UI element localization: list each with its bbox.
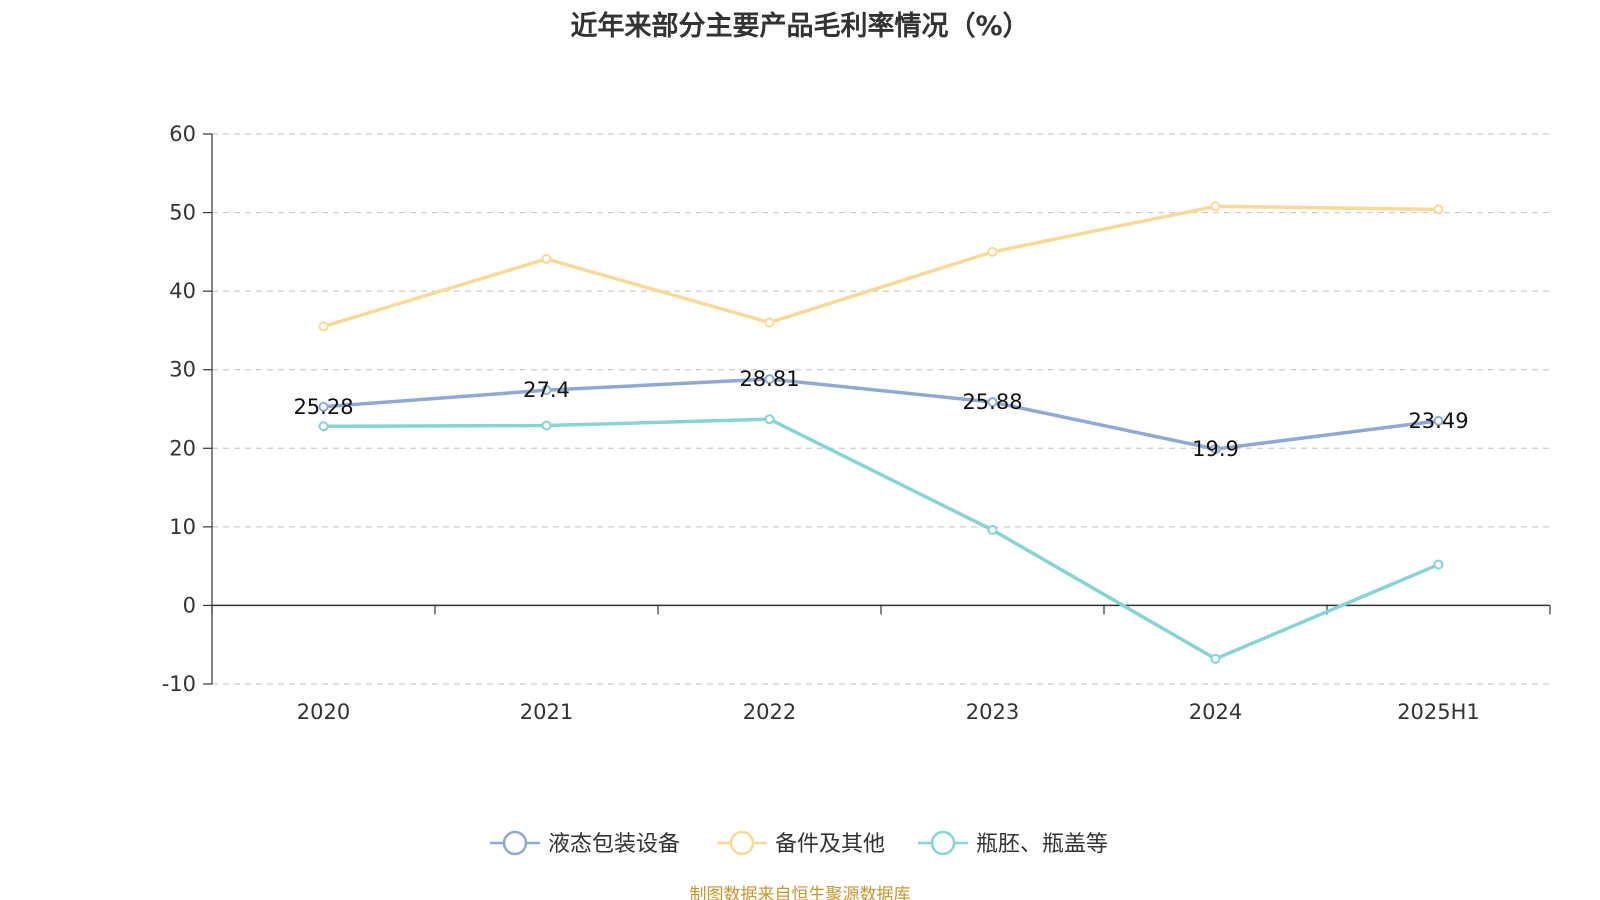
data-point <box>318 321 329 332</box>
data-point <box>541 420 552 431</box>
x-tick-label: 2022 <box>743 700 796 724</box>
data-point <box>764 414 775 425</box>
data-point <box>1210 653 1221 664</box>
x-tick-label: 2020 <box>297 700 350 724</box>
data-point <box>318 401 329 412</box>
data-point <box>1433 415 1444 426</box>
y-tick-label: 50 <box>169 201 196 225</box>
series-lines <box>318 201 1444 664</box>
data-point <box>1210 201 1221 212</box>
series-line-1 <box>323 377 1439 451</box>
y-tick-label: 40 <box>169 279 196 303</box>
data-label: 23.49 <box>1408 409 1468 433</box>
data-point <box>541 253 552 264</box>
data-label: 28.81 <box>739 367 799 391</box>
x-tick-label: 2025H1 <box>1397 700 1480 724</box>
legend: 液态包装设备 备件及其他 瓶胚、瓶盖等 <box>490 830 1108 857</box>
data-point <box>987 246 998 257</box>
data-point <box>318 421 329 432</box>
y-tick-label: 0 <box>183 593 196 617</box>
data-point <box>987 397 998 408</box>
legend-marker <box>502 830 528 856</box>
data-point <box>1210 444 1221 455</box>
legend-label: 液态包装设备 <box>548 832 680 857</box>
y-tick-label: 10 <box>169 515 196 539</box>
x-tick-label: 2023 <box>966 700 1019 724</box>
data-point <box>764 374 775 385</box>
y-tick-label: 30 <box>169 358 196 382</box>
y-tick-label: 20 <box>169 436 196 460</box>
data-point <box>541 385 552 396</box>
axes: 60 50 40 30 20 10 0 -10 2020 2021 2022 2023 2024 2025… <box>162 122 1551 724</box>
chart-title: 近年来部分主要产品毛利率情况（%） <box>570 11 1030 42</box>
legend-marker <box>729 830 755 856</box>
source-note: 制图数据来自恒生聚源数据库 <box>689 885 911 900</box>
data-label: 25.28 <box>293 395 353 419</box>
data-point <box>1433 559 1444 570</box>
y-tick-label: 60 <box>169 122 196 146</box>
legend-label: 备件及其他 <box>775 832 885 857</box>
legend-marker <box>930 830 956 856</box>
series-line-2 <box>322 204 1439 329</box>
data-labels: 25.28 27.4 28.81 25.88 19.9 23.49 <box>293 367 1468 461</box>
y-tick-label: -10 <box>162 672 196 696</box>
legend-label: 瓶胚、瓶盖等 <box>976 832 1108 857</box>
data-point <box>987 525 998 535</box>
x-tick-label: 2024 <box>1189 700 1242 724</box>
series-line-3 <box>323 417 1440 661</box>
data-label: 25.88 <box>962 390 1022 414</box>
data-label: 19.9 <box>1192 437 1239 461</box>
data-point <box>764 317 775 328</box>
x-tick-label: 2021 <box>520 700 573 724</box>
data-label: 27.4 <box>523 378 570 402</box>
data-point <box>1433 204 1444 215</box>
